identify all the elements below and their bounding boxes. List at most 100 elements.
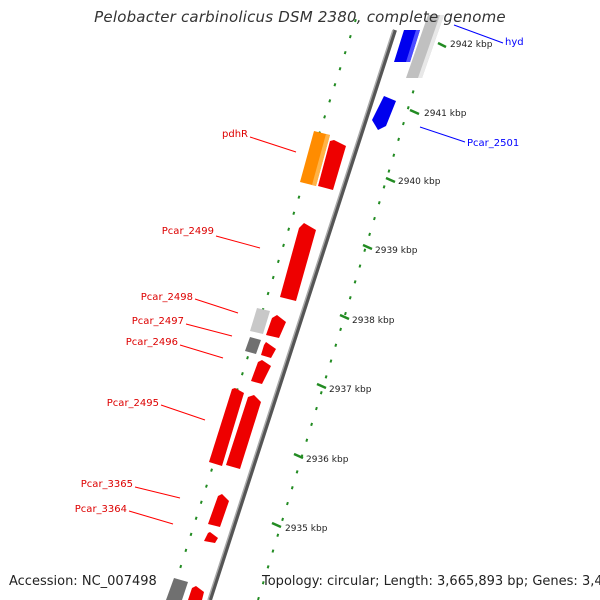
track-dot <box>266 565 270 569</box>
genes-label: Genes: <box>532 574 578 589</box>
track-dot <box>354 18 357 23</box>
tick-label-2941: 2941 kbp <box>424 109 467 119</box>
gene-features <box>166 15 444 600</box>
gene-grey-top[interactable] <box>406 15 444 78</box>
gene-pcar-2495b[interactable] <box>226 395 261 469</box>
track-dot <box>286 501 289 506</box>
gene-pcar-2499[interactable] <box>280 223 316 301</box>
scale-tick-labels: 2942 kbp 2941 kbp 2940 kbp 2939 kbp 2938… <box>285 40 493 534</box>
topology-label: Topology: <box>262 574 323 589</box>
gene-bottom-red[interactable] <box>188 586 204 600</box>
track-dot <box>290 486 294 490</box>
track-dot <box>276 259 280 264</box>
track-dot <box>292 211 296 215</box>
track-dot <box>246 356 249 360</box>
track-dot <box>344 311 347 316</box>
gene-label-pcar-2496[interactable]: Pcar_2496 <box>126 337 178 348</box>
inner-dotted-track <box>257 26 434 600</box>
gene-hyd[interactable] <box>394 30 420 62</box>
topology-value: circular <box>326 574 376 589</box>
track-dot <box>406 106 410 110</box>
accession-value: NC_007498 <box>81 574 157 589</box>
track-dot <box>295 470 299 474</box>
genes-value: 3,415 <box>581 574 600 589</box>
track-dot <box>240 372 244 376</box>
tick-label-2942: 2942 kbp <box>450 40 493 50</box>
track-dot <box>338 67 342 71</box>
gene-label-hyd[interactable]: hyd <box>505 37 524 48</box>
genome-summary: Topology: circular; Length: 3,665,893 bp… <box>262 574 600 589</box>
genome-backbone-highlight <box>207 29 394 600</box>
track-dot <box>333 83 337 87</box>
track-dot <box>392 153 396 157</box>
track-dot <box>261 581 265 585</box>
gene-pcar-3364[interactable] <box>204 532 218 543</box>
track-dot <box>328 99 332 103</box>
gene-pcar-2498[interactable] <box>250 308 270 334</box>
track-dot <box>382 185 386 189</box>
track-dot <box>287 227 291 232</box>
track-dot <box>282 243 285 248</box>
track-dot <box>348 296 352 300</box>
gene-pcar-2496b[interactable] <box>251 360 271 384</box>
gene-label-pcar-2501[interactable]: Pcar_2501 <box>467 138 519 149</box>
gene-label-pcar-2495[interactable]: Pcar_2495 <box>107 398 159 409</box>
track-dot <box>205 484 208 488</box>
track-dot <box>368 232 371 237</box>
gene-pdhr-neighbor[interactable] <box>318 140 346 190</box>
gene-pcar-2496[interactable] <box>261 342 276 358</box>
gene-pcar-2497[interactable] <box>245 337 261 354</box>
track-dot <box>194 516 198 521</box>
track-dot <box>184 548 188 553</box>
track-dot <box>315 406 318 411</box>
tick-label-2937: 2937 kbp <box>329 385 372 395</box>
track-dot <box>266 291 270 296</box>
track-dot <box>373 216 376 221</box>
track-dot <box>179 564 183 569</box>
tick-label-2940: 2940 kbp <box>398 177 441 187</box>
gene-pcar-2498b[interactable] <box>266 315 286 338</box>
track-dot <box>324 375 328 379</box>
track-dot <box>343 50 347 55</box>
track-dot <box>411 90 415 94</box>
gene-label-pcar-2498[interactable]: Pcar_2498 <box>141 292 193 303</box>
track-dot <box>348 34 352 39</box>
track-dot <box>210 468 213 472</box>
gene-bottom-grey[interactable] <box>166 578 188 600</box>
tick-label-2935: 2935 kbp <box>285 524 328 534</box>
track-dot <box>387 169 391 173</box>
tick-label-2936: 2936 kbp <box>306 455 349 465</box>
track-dot <box>271 549 275 553</box>
track-dot <box>334 343 338 347</box>
track-dot <box>271 275 275 280</box>
genome-backbone <box>208 29 397 600</box>
track-dot <box>353 280 357 284</box>
length-label: Length: <box>383 574 433 589</box>
track-dot <box>397 137 400 142</box>
track-dot <box>276 533 280 537</box>
gene-label-pdhr[interactable]: pdhR <box>222 129 248 140</box>
gene-label-pcar-3364[interactable]: Pcar_3364 <box>75 504 127 515</box>
track-dot <box>377 201 381 205</box>
gene-label-pcar-2497[interactable]: Pcar_2497 <box>132 316 184 327</box>
track-dot <box>199 500 203 504</box>
label-leaders <box>128 24 504 525</box>
track-dot <box>319 391 323 395</box>
gene-pcar-3365[interactable] <box>208 494 229 527</box>
gene-pcar-2495[interactable] <box>209 388 244 466</box>
accession-label: Accession: <box>9 574 78 589</box>
track-dot <box>358 264 362 268</box>
gene-pdhr[interactable] <box>300 131 330 186</box>
track-dot <box>189 532 193 537</box>
scale-tick-marks <box>271 41 447 529</box>
gene-label-pcar-3365[interactable]: Pcar_3365 <box>81 479 133 490</box>
tick-label-2938: 2938 kbp <box>352 316 395 326</box>
track-dot <box>281 517 284 522</box>
track-dot <box>323 115 327 119</box>
accession-info: Accession: NC_007498 <box>9 574 157 589</box>
gene-pcar-2501[interactable] <box>372 96 396 130</box>
track-dot <box>402 121 405 126</box>
gene-label-pcar-2499[interactable]: Pcar_2499 <box>162 226 214 237</box>
track-dot <box>339 327 342 332</box>
